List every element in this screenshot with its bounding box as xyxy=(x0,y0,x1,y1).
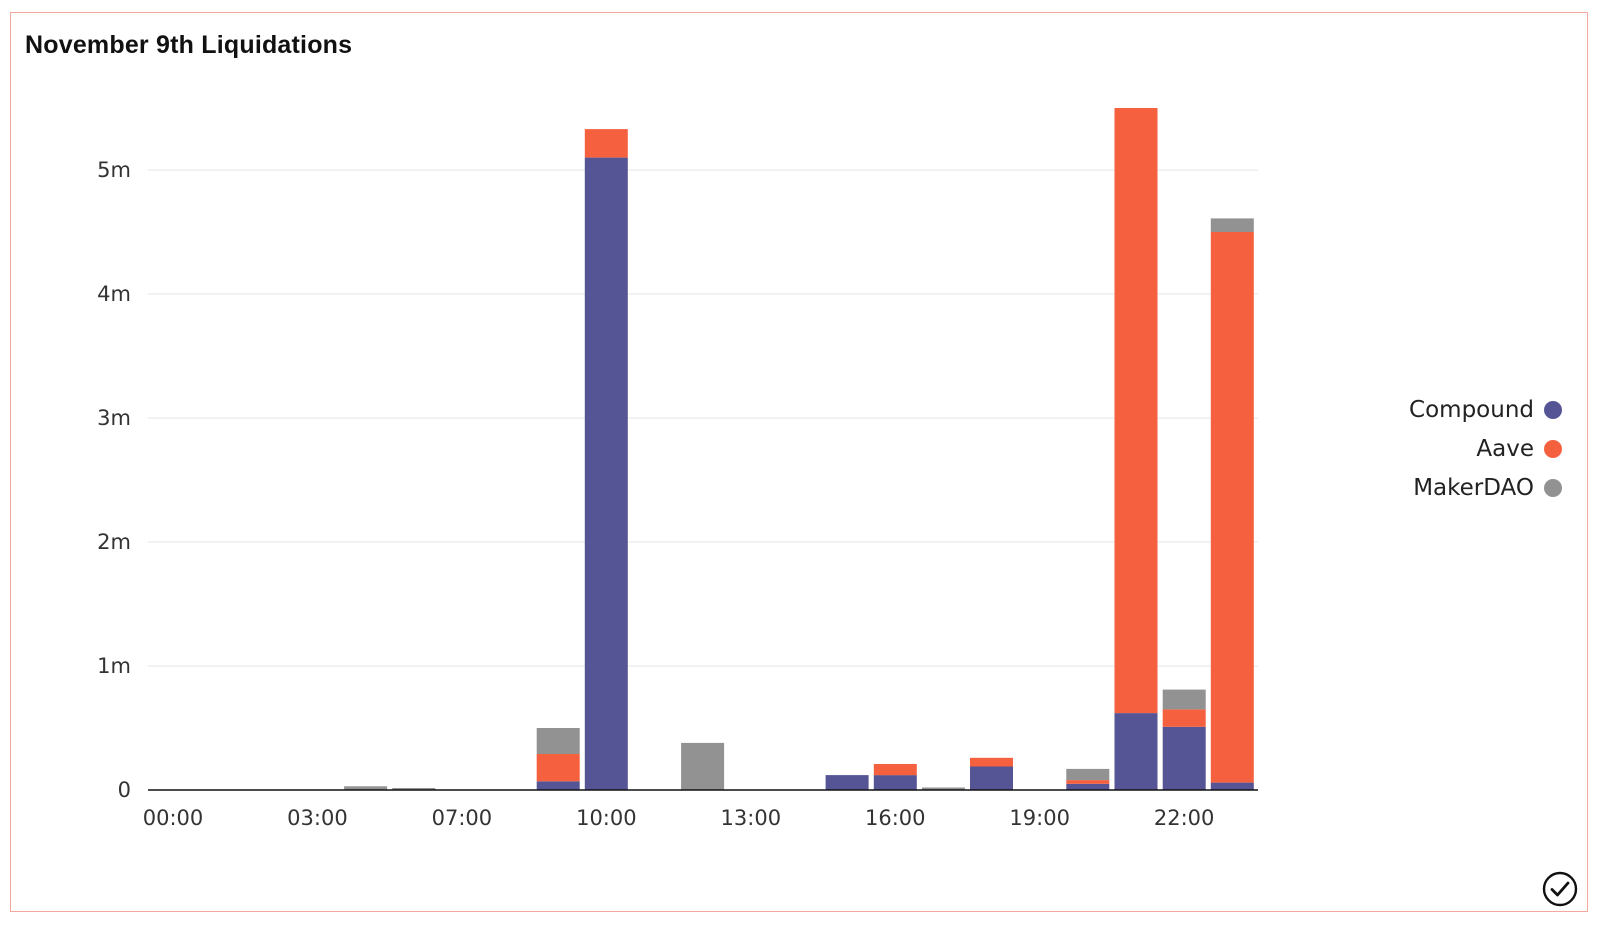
x-tick-label: 22:00 xyxy=(1154,806,1215,830)
bar-makerdao xyxy=(681,742,725,790)
bar-compound xyxy=(1066,783,1110,790)
bar-compound xyxy=(1114,713,1158,790)
legend-swatch-compound xyxy=(1544,400,1562,419)
x-tick-label: 03:00 xyxy=(287,806,348,830)
x-tick-label: 16:00 xyxy=(865,806,926,830)
bar-compound xyxy=(970,766,1013,790)
bar-compound xyxy=(1210,782,1254,790)
legend-label: Compound xyxy=(1409,396,1534,423)
bar-compound xyxy=(584,157,628,791)
x-tick-label: 10:00 xyxy=(576,806,637,830)
y-tick-label: 3m xyxy=(97,406,131,430)
bar-aave xyxy=(1162,709,1206,727)
bar-aave xyxy=(536,754,580,782)
bar-compound xyxy=(1162,726,1206,790)
chart-card: November 9th Liquidations xyxy=(10,12,1588,912)
check-circle-icon[interactable] xyxy=(1542,871,1578,907)
bar-compound xyxy=(825,775,869,790)
bar-aave xyxy=(584,129,628,158)
x-tick-label: 13:00 xyxy=(721,806,782,830)
bar-compound xyxy=(873,775,917,790)
x-tick-label: 19:00 xyxy=(1009,806,1070,830)
y-tick-label: 2m xyxy=(97,530,131,554)
y-tick-label: 4m xyxy=(97,282,131,306)
y-tick-label: 0 xyxy=(118,778,131,802)
bar-compound xyxy=(536,781,580,790)
bar-aave xyxy=(873,764,917,776)
bar-makerdao xyxy=(392,788,436,790)
y-tick-label: 5m xyxy=(97,158,131,182)
legend-item-compound[interactable]: Compound xyxy=(1409,390,1562,429)
bar-makerdao xyxy=(1162,689,1206,710)
bar-makerdao xyxy=(1066,768,1110,781)
legend-swatch-makerdao xyxy=(1544,478,1562,497)
chart-title: November 9th Liquidations xyxy=(25,31,353,59)
bar-makerdao xyxy=(344,786,388,790)
legend-item-aave[interactable]: Aave xyxy=(1409,429,1562,468)
bar-aave xyxy=(1210,232,1254,783)
bar-makerdao xyxy=(536,728,580,754)
legend-item-makerdao[interactable]: MakerDAO xyxy=(1409,468,1562,507)
x-tick-label: 07:00 xyxy=(432,806,493,830)
y-tick-label: 1m xyxy=(97,654,131,678)
bar-makerdao xyxy=(1210,218,1254,232)
x-tick-label: 00:00 xyxy=(143,806,204,830)
bar-makerdao xyxy=(921,787,965,790)
bar-aave xyxy=(970,757,1013,767)
bar-aave xyxy=(1114,108,1158,714)
bar-aave xyxy=(1066,780,1110,784)
legend-swatch-aave xyxy=(1544,439,1562,458)
legend-label: Aave xyxy=(1476,435,1534,462)
legend-label: MakerDAO xyxy=(1413,474,1534,501)
legend: Compound Aave MakerDAO xyxy=(1409,390,1562,507)
